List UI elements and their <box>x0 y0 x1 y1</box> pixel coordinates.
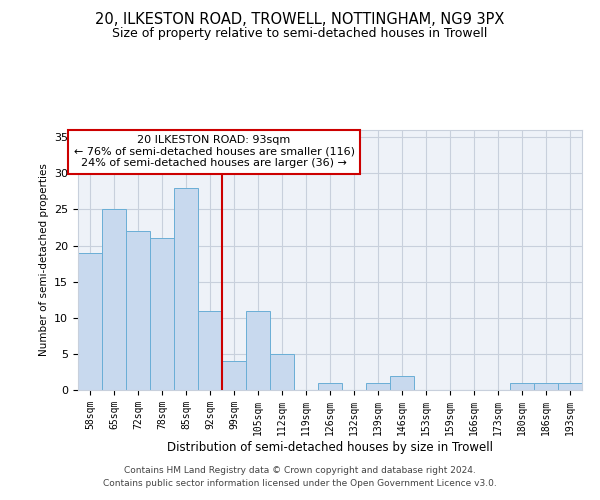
Text: 20 ILKESTON ROAD: 93sqm
← 76% of semi-detached houses are smaller (116)
24% of s: 20 ILKESTON ROAD: 93sqm ← 76% of semi-de… <box>74 135 355 168</box>
Text: 20, ILKESTON ROAD, TROWELL, NOTTINGHAM, NG9 3PX: 20, ILKESTON ROAD, TROWELL, NOTTINGHAM, … <box>95 12 505 28</box>
Bar <box>78 253 102 390</box>
Bar <box>510 383 534 390</box>
Bar <box>102 210 126 390</box>
Y-axis label: Number of semi-detached properties: Number of semi-detached properties <box>38 164 49 356</box>
Bar <box>534 383 558 390</box>
Bar <box>246 310 270 390</box>
Bar <box>558 383 582 390</box>
Bar <box>198 310 222 390</box>
X-axis label: Distribution of semi-detached houses by size in Trowell: Distribution of semi-detached houses by … <box>167 440 493 454</box>
Bar <box>222 361 246 390</box>
Text: Size of property relative to semi-detached houses in Trowell: Size of property relative to semi-detach… <box>112 28 488 40</box>
Bar <box>366 383 390 390</box>
Bar <box>390 376 414 390</box>
Bar <box>270 354 294 390</box>
Bar <box>318 383 342 390</box>
Text: Contains HM Land Registry data © Crown copyright and database right 2024.
Contai: Contains HM Land Registry data © Crown c… <box>103 466 497 487</box>
Bar <box>150 238 174 390</box>
Bar <box>174 188 198 390</box>
Bar <box>126 231 150 390</box>
